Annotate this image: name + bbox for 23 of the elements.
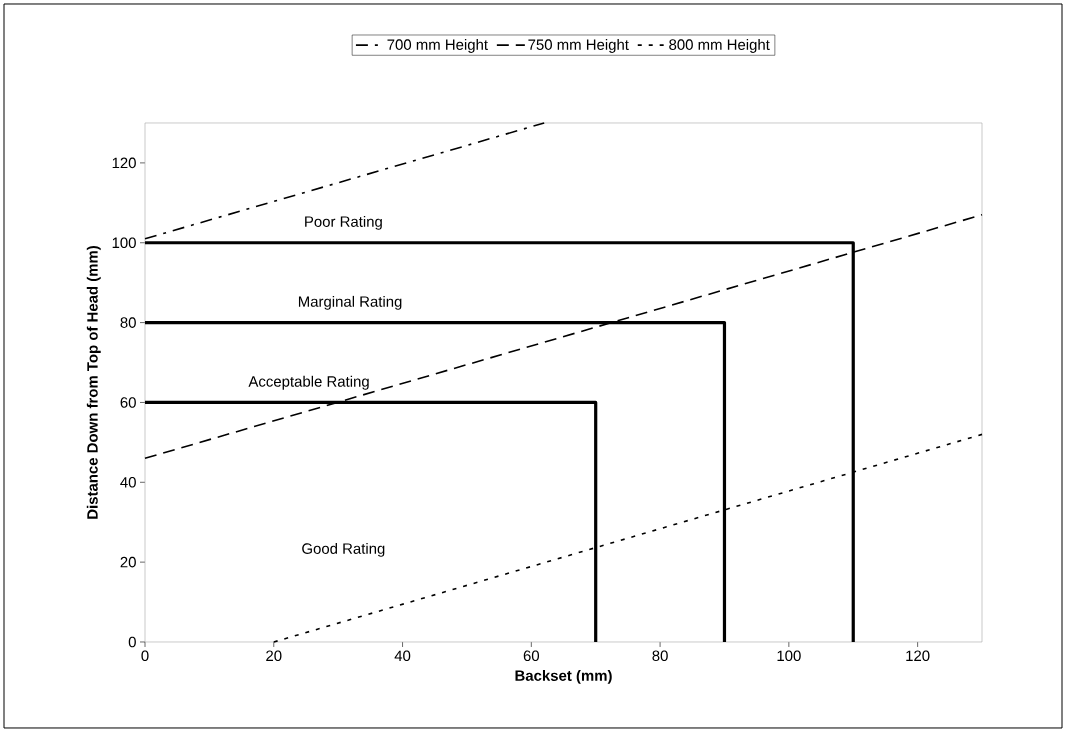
y-tick-label: 120 [112, 157, 136, 169]
y-tick-label: 100 [112, 237, 136, 249]
y-tick-label: 60 [120, 397, 136, 408]
x-tick-label: 40 [394, 650, 411, 662]
x-axis-title: Backset (mm) [515, 669, 612, 684]
annotation: Good Rating [302, 542, 385, 557]
annotation: Marginal Rating [298, 295, 402, 310]
y-tick-label: 80 [120, 317, 136, 328]
x-tick-label: 100 [777, 650, 801, 662]
x-tick-label: 80 [652, 650, 668, 662]
y-tick-label: 20 [120, 556, 136, 568]
y-tick-label: 0 [128, 636, 136, 648]
x-tick-label: 0 [141, 650, 149, 662]
x-tick-label: 20 [266, 650, 282, 662]
legend-label: 700 mm Height [387, 38, 488, 53]
x-tick-label: 60 [523, 650, 540, 662]
annotation: Acceptable Rating [248, 375, 369, 390]
annotation: Poor Rating [305, 215, 382, 230]
legend-label: 750 mm Height [528, 38, 629, 53]
y-tick-label: 40 [120, 477, 136, 488]
y-axis-title: Distance Down from Top of Head (mm) [86, 245, 101, 519]
x-tick-label: 120 [906, 650, 930, 662]
legend-label: 800 mm Height [669, 38, 770, 53]
